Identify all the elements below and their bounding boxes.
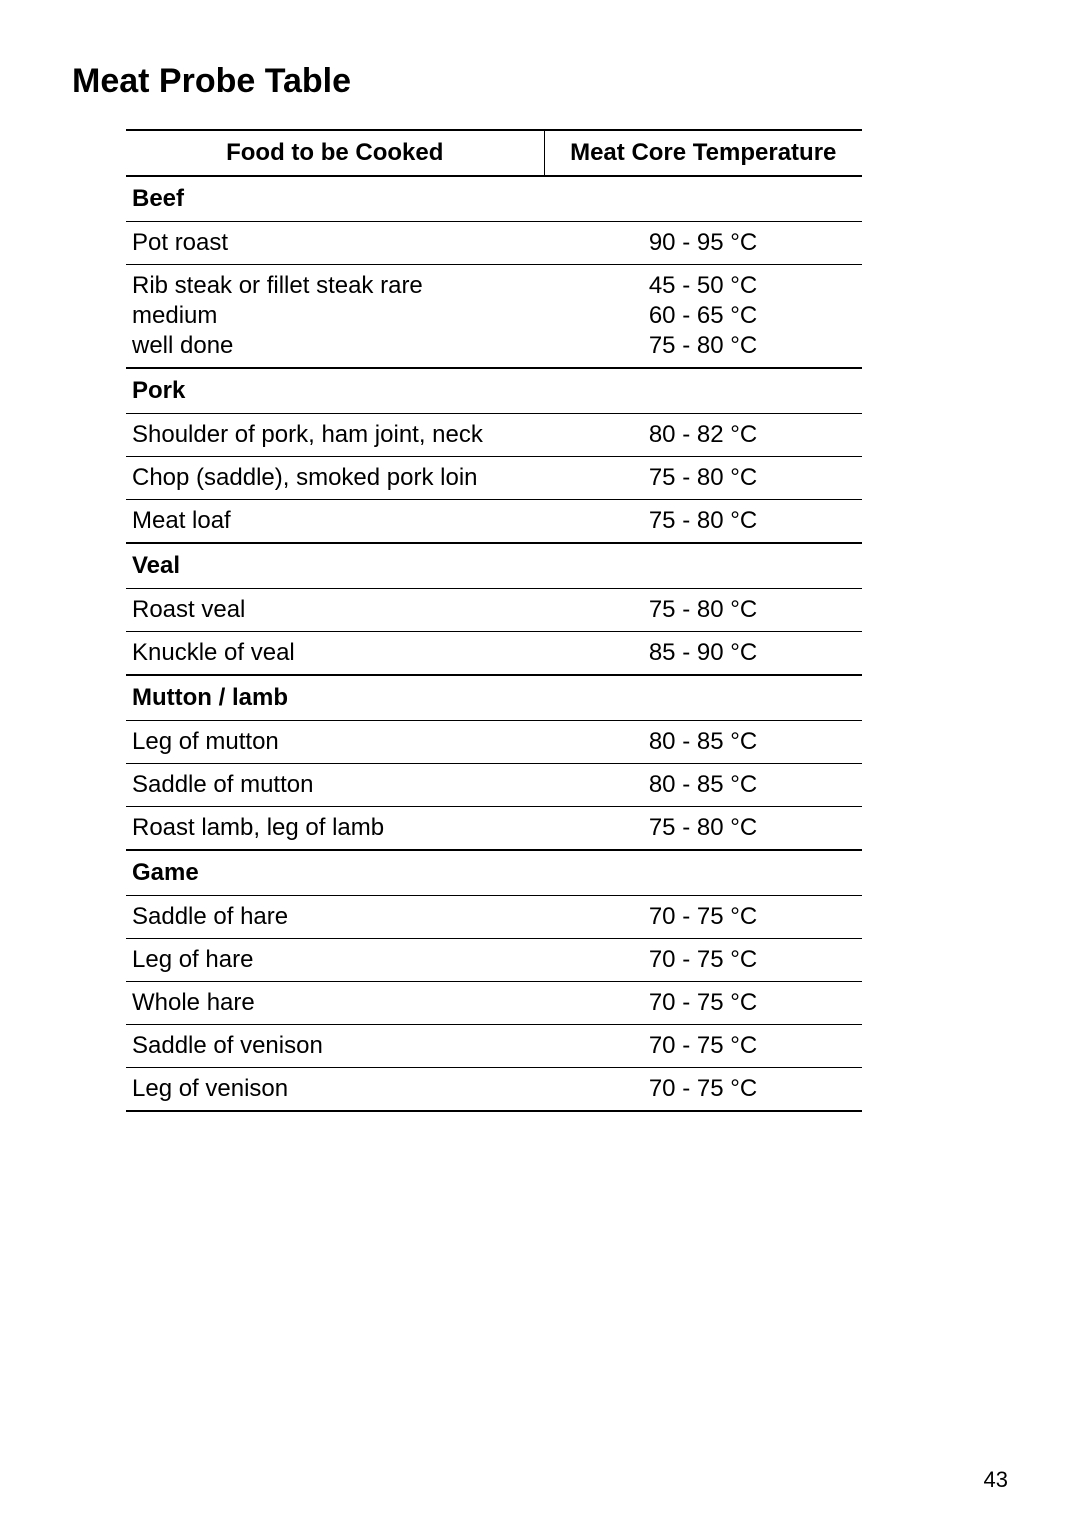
temp-cell: 70 - 75 °C xyxy=(544,939,862,982)
temp-cell: 70 - 75 °C xyxy=(544,1025,862,1068)
temp-cell: 75 - 80 °C xyxy=(544,500,862,544)
meat-probe-table-wrap: Food to be Cooked Meat Core Temperature … xyxy=(126,129,862,1112)
table-row: Leg of hare70 - 75 °C xyxy=(126,939,862,982)
food-cell: Rib steak or fillet steak rare medium we… xyxy=(126,265,544,369)
food-cell: Roast veal xyxy=(126,589,544,632)
temp-cell: 75 - 80 °C xyxy=(544,589,862,632)
food-cell: Shoulder of pork, ham joint, neck xyxy=(126,414,544,457)
table-row: Rib steak or fillet steak rare medium we… xyxy=(126,265,862,369)
temp-cell: 85 - 90 °C xyxy=(544,632,862,676)
food-cell: Whole hare xyxy=(126,982,544,1025)
temp-cell: 70 - 75 °C xyxy=(544,896,862,939)
table-section-row: Veal xyxy=(126,543,862,589)
food-cell: Saddle of venison xyxy=(126,1025,544,1068)
food-cell: Chop (saddle), smoked pork loin xyxy=(126,457,544,500)
food-cell: Beef xyxy=(126,176,862,222)
table-row: Shoulder of pork, ham joint, neck80 - 82… xyxy=(126,414,862,457)
table-row: Meat loaf75 - 80 °C xyxy=(126,500,862,544)
page-title: Meat Probe Table xyxy=(72,62,1008,101)
table-section-row: Pork xyxy=(126,368,862,414)
food-cell: Saddle of mutton xyxy=(126,764,544,807)
table-header-row: Food to be Cooked Meat Core Temperature xyxy=(126,130,862,176)
food-cell: Pork xyxy=(126,368,862,414)
food-cell: Meat loaf xyxy=(126,500,544,544)
food-cell: Leg of mutton xyxy=(126,721,544,764)
table-header-temp: Meat Core Temperature xyxy=(544,130,862,176)
table-section-row: Mutton / lamb xyxy=(126,675,862,721)
table-section-row: Game xyxy=(126,850,862,896)
food-cell: Pot roast xyxy=(126,222,544,265)
food-cell: Game xyxy=(126,850,862,896)
food-cell: Leg of hare xyxy=(126,939,544,982)
page-number: 43 xyxy=(984,1467,1008,1493)
food-cell: Roast lamb, leg of lamb xyxy=(126,807,544,851)
temp-cell: 70 - 75 °C xyxy=(544,1068,862,1112)
table-row: Pot roast90 - 95 °C xyxy=(126,222,862,265)
table-row: Saddle of mutton80 - 85 °C xyxy=(126,764,862,807)
table-section-row: Beef xyxy=(126,176,862,222)
table-row: Leg of mutton80 - 85 °C xyxy=(126,721,862,764)
food-cell: Saddle of hare xyxy=(126,896,544,939)
table-row: Saddle of hare70 - 75 °C xyxy=(126,896,862,939)
table-row: Roast lamb, leg of lamb75 - 80 °C xyxy=(126,807,862,851)
temp-cell: 75 - 80 °C xyxy=(544,807,862,851)
temp-cell: 80 - 85 °C xyxy=(544,764,862,807)
table-row: Chop (saddle), smoked pork loin75 - 80 °… xyxy=(126,457,862,500)
temp-cell: 75 - 80 °C xyxy=(544,457,862,500)
table-row: Saddle of venison70 - 75 °C xyxy=(126,1025,862,1068)
table-row: Knuckle of veal85 - 90 °C xyxy=(126,632,862,676)
food-cell: Veal xyxy=(126,543,862,589)
food-cell: Knuckle of veal xyxy=(126,632,544,676)
table-header-food: Food to be Cooked xyxy=(126,130,544,176)
table-row: Leg of venison70 - 75 °C xyxy=(126,1068,862,1112)
table-row: Roast veal75 - 80 °C xyxy=(126,589,862,632)
food-cell: Leg of venison xyxy=(126,1068,544,1112)
temp-cell: 45 - 50 °C 60 - 65 °C 75 - 80 °C xyxy=(544,265,862,369)
temp-cell: 80 - 85 °C xyxy=(544,721,862,764)
temp-cell: 90 - 95 °C xyxy=(544,222,862,265)
page: Meat Probe Table Food to be Cooked Meat … xyxy=(0,0,1080,1529)
temp-cell: 70 - 75 °C xyxy=(544,982,862,1025)
table-row: Whole hare70 - 75 °C xyxy=(126,982,862,1025)
table-body: BeefPot roast90 - 95 °CRib steak or fill… xyxy=(126,176,862,1111)
food-cell: Mutton / lamb xyxy=(126,675,862,721)
temp-cell: 80 - 82 °C xyxy=(544,414,862,457)
meat-probe-table: Food to be Cooked Meat Core Temperature … xyxy=(126,129,862,1112)
